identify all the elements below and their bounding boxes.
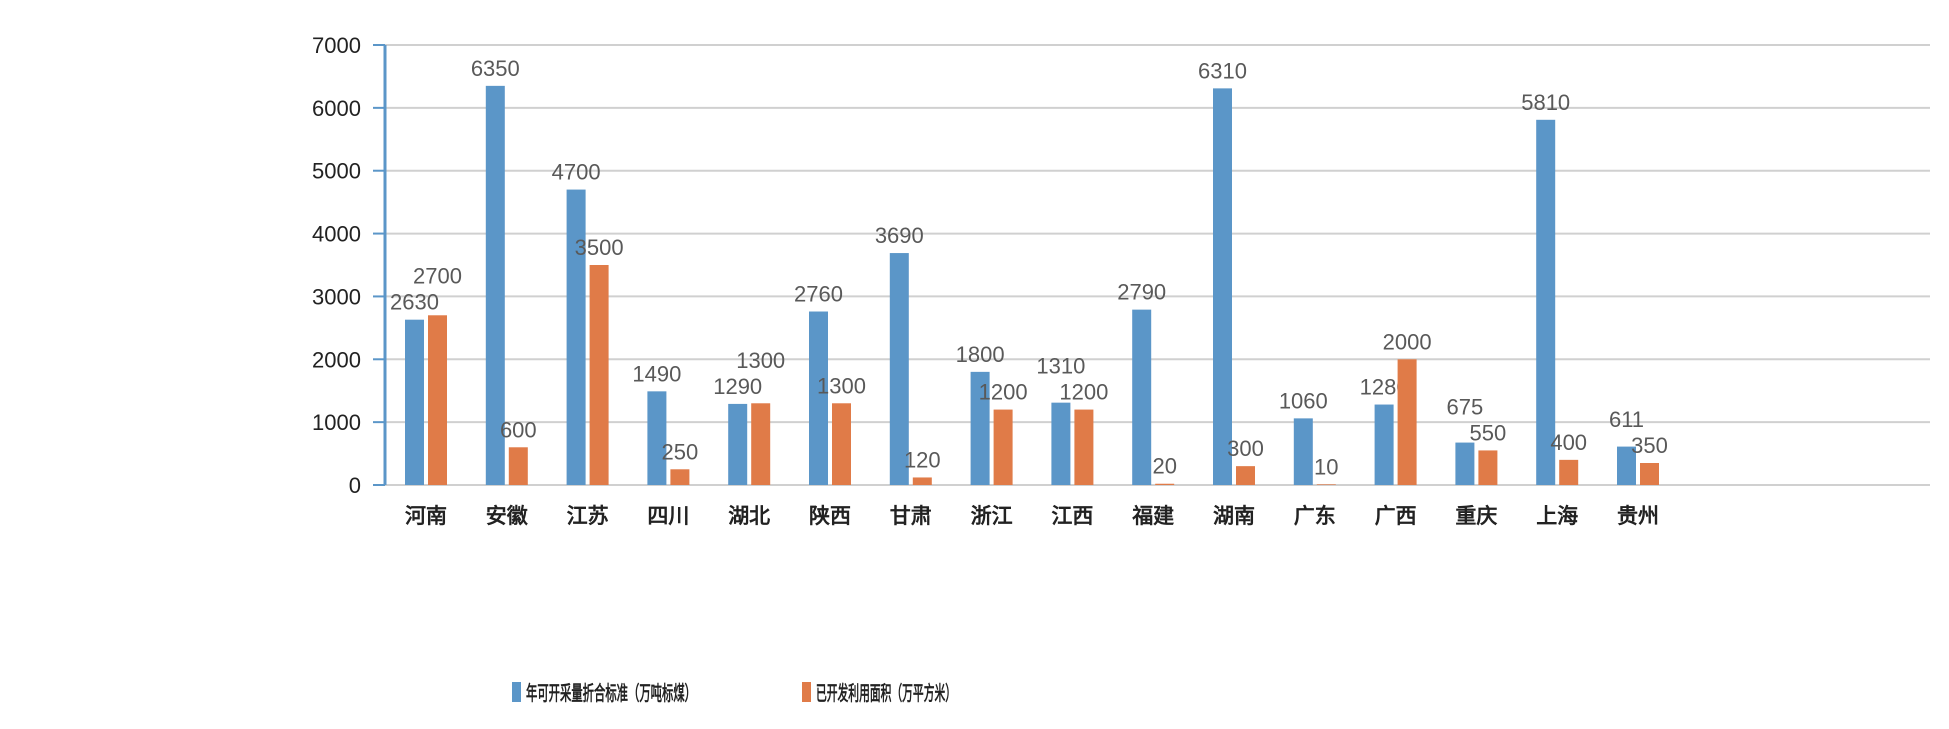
data-label: 6350 — [471, 56, 520, 81]
bar-reserves — [1213, 88, 1232, 485]
x-tick-label: 湖北 — [728, 505, 770, 528]
bar-reserves — [889, 253, 909, 485]
bar-reserves — [1051, 402, 1071, 485]
data-label: 300 — [1227, 436, 1264, 461]
bar-developed — [1478, 450, 1498, 485]
bar-reserves — [566, 189, 586, 486]
y-tick-label: 4000 — [312, 222, 361, 247]
data-label: 1300 — [736, 348, 785, 373]
bar-reserves — [1455, 442, 1475, 485]
x-tick-label: 上海 — [1536, 504, 1578, 528]
y-tick-label: 6000 — [312, 96, 361, 121]
y-tick-label: 5000 — [312, 159, 361, 184]
x-tick-label: 湖南 — [1213, 504, 1255, 528]
bar-developed — [589, 265, 609, 485]
data-label: 2000 — [1383, 329, 1432, 354]
y-tick-label: 7000 — [312, 33, 361, 58]
legend-label: 已开发利用面积（万平方米） — [816, 681, 956, 705]
y-tick-label: 2000 — [312, 347, 361, 372]
bar-reserves — [1293, 418, 1313, 485]
bar-reserves — [728, 403, 748, 485]
x-tick-label: 重庆 — [1455, 504, 1497, 528]
data-label: 250 — [662, 439, 699, 464]
bar-reserves — [1617, 446, 1636, 485]
bar-reserves — [405, 319, 424, 485]
x-tick-label: 浙江 — [971, 505, 1013, 528]
data-label: 2760 — [794, 282, 843, 307]
y-tick-label: 3000 — [312, 284, 361, 309]
bar-developed — [1074, 409, 1094, 485]
bar-reserves — [970, 371, 990, 485]
bar-reserves — [647, 391, 667, 485]
bar-developed — [751, 403, 771, 485]
data-label: 1290 — [713, 374, 762, 399]
bar-developed — [508, 447, 528, 485]
x-tick-label: 江西 — [1051, 505, 1093, 528]
bar-reserves — [1374, 404, 1394, 485]
legend-swatch — [802, 682, 811, 702]
data-label: 600 — [500, 417, 537, 442]
data-label: 1490 — [632, 361, 681, 386]
x-tick-label: 福建 — [1131, 504, 1174, 528]
data-label: 120 — [904, 447, 941, 472]
y-tick-label: 0 — [349, 473, 361, 498]
bar-developed — [1236, 466, 1255, 485]
data-label: 400 — [1550, 430, 1587, 455]
x-tick-label: 广西 — [1375, 504, 1417, 528]
bar-developed — [993, 409, 1013, 485]
x-tick-label: 陕西 — [809, 505, 851, 528]
data-label: 1310 — [1036, 354, 1085, 379]
bar-reserves — [1536, 119, 1556, 486]
data-label: 3500 — [575, 235, 624, 260]
data-label: 2630 — [390, 290, 439, 315]
data-label: 350 — [1631, 433, 1668, 458]
data-label: 5810 — [1521, 90, 1570, 115]
x-tick-label: 甘肃 — [890, 504, 932, 528]
x-tick-label: 四川 — [647, 505, 689, 528]
data-label: 6310 — [1198, 58, 1247, 83]
bar-reserves — [485, 85, 505, 485]
data-label: 3690 — [875, 223, 924, 248]
legend-label: 年可开采量折合标准（万吨标煤） — [526, 681, 696, 705]
x-tick-label: 广东 — [1294, 504, 1336, 528]
x-tick-label: 贵州 — [1617, 505, 1659, 528]
bar-developed — [912, 477, 932, 485]
x-tick-label: 江苏 — [567, 505, 609, 528]
data-label: 2700 — [413, 264, 462, 289]
data-label: 4700 — [552, 160, 601, 185]
data-label: 1300 — [817, 373, 866, 398]
y-tick-label: 1000 — [312, 410, 361, 435]
bar-developed — [1155, 483, 1175, 485]
bar-reserves — [1132, 309, 1152, 485]
bar-developed — [1397, 359, 1417, 485]
bar-reserves — [809, 311, 828, 485]
data-label: 611 — [1609, 407, 1644, 432]
bar-developed — [1316, 484, 1336, 485]
x-tick-label: 安徽 — [486, 504, 529, 528]
data-label: 675 — [1447, 394, 1484, 419]
data-label: 550 — [1470, 420, 1507, 445]
data-label: 1200 — [979, 380, 1028, 405]
data-label: 1800 — [956, 342, 1005, 367]
data-label: 20 — [1152, 454, 1176, 479]
data-label: 1060 — [1279, 388, 1328, 413]
bar-developed — [1559, 459, 1579, 485]
data-label: 2790 — [1117, 280, 1166, 305]
bar-developed — [1640, 463, 1659, 485]
data-label: 10 — [1314, 454, 1338, 479]
bar-developed — [832, 403, 851, 485]
bar-developed — [428, 315, 447, 485]
legend-swatch — [512, 682, 521, 702]
x-tick-label: 河南 — [405, 504, 447, 528]
data-label: 1200 — [1059, 380, 1108, 405]
bar-developed — [670, 469, 690, 485]
